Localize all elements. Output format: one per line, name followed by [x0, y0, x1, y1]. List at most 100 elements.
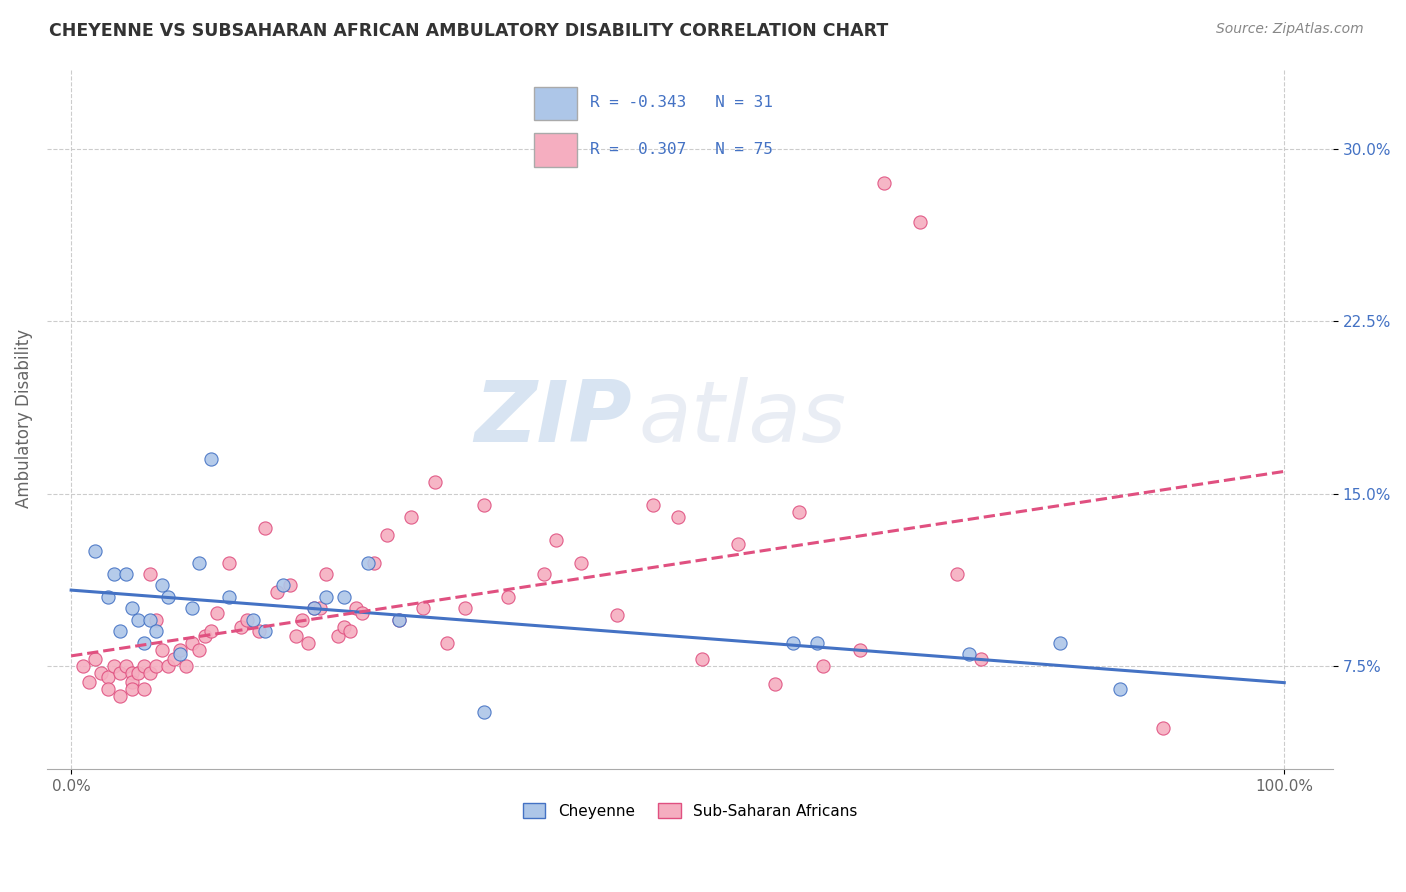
- Point: [278, 578, 301, 592]
- Point: [127, 613, 149, 627]
- Point: [114, 659, 136, 673]
- Point: [96, 681, 118, 696]
- Point: [84, 652, 107, 666]
- Point: [291, 613, 314, 627]
- Point: [103, 567, 125, 582]
- Point: [533, 567, 555, 582]
- Point: [218, 590, 240, 604]
- Point: [472, 705, 495, 719]
- Point: [84, 544, 107, 558]
- Point: [388, 613, 411, 627]
- Text: Source: ZipAtlas.com: Source: ZipAtlas.com: [1216, 22, 1364, 37]
- Y-axis label: Ambulatory Disability: Ambulatory Disability: [15, 329, 32, 508]
- Point: [848, 643, 870, 657]
- Point: [218, 556, 240, 570]
- Point: [339, 624, 361, 639]
- Point: [121, 601, 143, 615]
- Point: [333, 590, 356, 604]
- Point: [181, 601, 204, 615]
- Point: [145, 613, 167, 627]
- Point: [727, 537, 749, 551]
- Point: [200, 624, 222, 639]
- Point: [606, 608, 628, 623]
- Point: [344, 601, 367, 615]
- Point: [139, 665, 162, 680]
- Point: [957, 648, 980, 662]
- Point: [229, 620, 252, 634]
- Point: [236, 613, 259, 627]
- Point: [127, 665, 149, 680]
- Point: [247, 624, 270, 639]
- Point: [302, 601, 325, 615]
- Point: [96, 670, 118, 684]
- Point: [690, 652, 713, 666]
- Point: [315, 590, 337, 604]
- Point: [666, 509, 689, 524]
- Point: [333, 620, 356, 634]
- Point: [910, 215, 932, 229]
- Point: [132, 659, 155, 673]
- Point: [970, 652, 993, 666]
- Point: [388, 613, 411, 627]
- Point: [436, 636, 458, 650]
- Point: [308, 601, 330, 615]
- Point: [363, 556, 385, 570]
- Point: [145, 624, 167, 639]
- Legend: Cheyenne, Sub-Saharan Africans: Cheyenne, Sub-Saharan Africans: [516, 797, 863, 825]
- Point: [121, 665, 143, 680]
- Point: [302, 601, 325, 615]
- Point: [169, 643, 191, 657]
- Point: [72, 659, 94, 673]
- Point: [150, 578, 173, 592]
- Point: [357, 556, 380, 570]
- Point: [254, 624, 277, 639]
- Point: [1152, 721, 1174, 735]
- Point: [472, 498, 495, 512]
- Point: [145, 659, 167, 673]
- Point: [284, 629, 307, 643]
- Point: [297, 636, 319, 650]
- Point: [108, 689, 131, 703]
- Point: [108, 665, 131, 680]
- Point: [782, 636, 804, 650]
- Point: [763, 677, 786, 691]
- Point: [176, 659, 198, 673]
- Point: [787, 505, 810, 519]
- Point: [169, 648, 191, 662]
- Point: [315, 567, 337, 582]
- Point: [200, 452, 222, 467]
- Point: [132, 681, 155, 696]
- Point: [273, 578, 295, 592]
- Point: [103, 659, 125, 673]
- Point: [813, 659, 835, 673]
- Text: CHEYENNE VS SUBSAHARAN AFRICAN AMBULATORY DISABILITY CORRELATION CHART: CHEYENNE VS SUBSAHARAN AFRICAN AMBULATOR…: [49, 22, 889, 40]
- Point: [90, 665, 112, 680]
- Point: [254, 521, 277, 535]
- Point: [496, 590, 519, 604]
- Point: [266, 585, 288, 599]
- Text: ZIP: ZIP: [474, 377, 631, 460]
- Point: [242, 613, 264, 627]
- Point: [157, 590, 180, 604]
- Point: [187, 556, 209, 570]
- Point: [114, 567, 136, 582]
- Point: [187, 643, 209, 657]
- Point: [423, 475, 446, 489]
- Point: [132, 636, 155, 650]
- Point: [546, 533, 568, 547]
- Point: [454, 601, 477, 615]
- Point: [643, 498, 665, 512]
- Point: [326, 629, 349, 643]
- Point: [873, 177, 896, 191]
- Point: [108, 624, 131, 639]
- Point: [375, 528, 398, 542]
- Text: atlas: atlas: [638, 377, 846, 460]
- Point: [1049, 636, 1071, 650]
- Point: [157, 659, 180, 673]
- Point: [181, 636, 204, 650]
- Point: [96, 590, 118, 604]
- Point: [205, 606, 228, 620]
- Point: [121, 675, 143, 690]
- Point: [412, 601, 434, 615]
- Point: [139, 567, 162, 582]
